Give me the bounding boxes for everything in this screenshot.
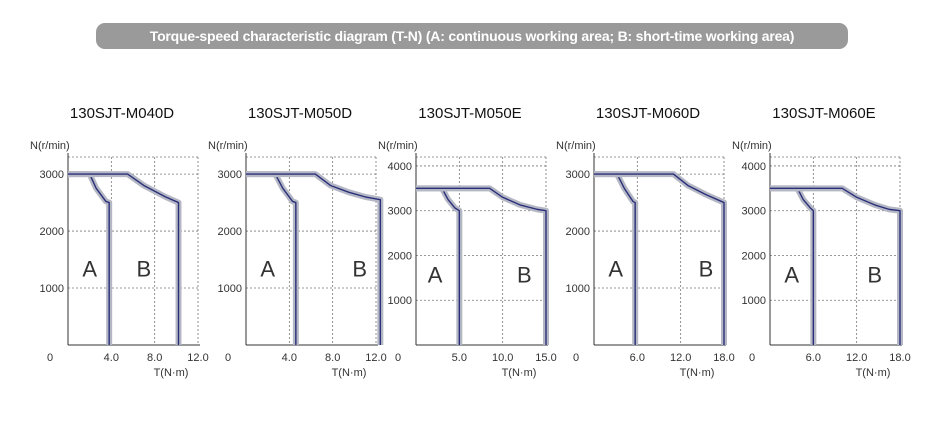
origin-label: 0: [47, 352, 53, 364]
x-tick-label: 18.0: [713, 352, 734, 364]
chart-panel-2: 130SJT-M050D N(r/min) 1000 2000 3000 4.0 8.0 1…: [208, 100, 392, 400]
x-axis-label: T(N·m): [680, 367, 715, 379]
x-tick-label: 8.0: [325, 352, 340, 364]
region-a-label: A: [82, 257, 97, 282]
region-a-label: A: [784, 262, 799, 287]
y-axis-label: N(r/min): [30, 140, 70, 152]
x-tick-label: 5.0: [452, 352, 467, 364]
origin-label: 0: [749, 352, 755, 364]
region-b-label: B: [517, 262, 532, 287]
x-tick-label: 6.0: [806, 352, 821, 364]
chart-title: 130SJT-M040D: [69, 105, 175, 122]
curve-line-b: [68, 173, 180, 345]
curve-line-b: [770, 187, 901, 345]
origin-label: 0: [395, 352, 401, 364]
x-axis-label: T(N·m): [154, 367, 189, 379]
region-b-label: B: [136, 257, 151, 282]
y-tick-label: 1000: [40, 283, 64, 295]
chart-svg: N(r/min) 1000 2000 3000 4000 5.0 10.0 15.0 0 T(N·…: [378, 140, 557, 379]
x-tick-label: 6.0: [630, 352, 645, 364]
chart-svg: N(r/min) 1000 2000 3000 4.0 8.0 12.0 0 T(N·m) A B: [208, 140, 387, 379]
y-tick-label: 3000: [566, 169, 590, 181]
y-tick-label: 4000: [388, 161, 412, 173]
x-tick-label: 4.0: [282, 352, 297, 364]
x-tick-label: 12.0: [670, 352, 691, 364]
y-tick-label: 1000: [742, 295, 766, 307]
y-tick-label: 2000: [566, 226, 590, 238]
chart-panel-1: 130SJT-M040D N(r/min) 1000 2000 3000 4.0 8.0 1…: [30, 100, 214, 400]
curve-line-b: [246, 173, 382, 345]
region-b-label: B: [699, 257, 714, 282]
chart-panel-3: 130SJT-M050E N(r/min) 1000 2000 3000 4000 5.0…: [378, 100, 562, 400]
curve-line-b: [594, 173, 725, 345]
y-tick-label: 2000: [218, 226, 242, 238]
x-tick-label: 12.0: [187, 352, 208, 364]
y-tick-label: 4000: [742, 161, 766, 173]
chart-panel-4: 130SJT-M060D N(r/min) 1000 2000 3000 6.0 12.0…: [556, 100, 740, 400]
y-tick-label: 3000: [388, 206, 412, 218]
curve-line-b: [416, 187, 547, 345]
y-axis-label: N(r/min): [208, 140, 248, 152]
y-tick-label: 3000: [40, 169, 64, 181]
y-tick-label: 2000: [40, 226, 64, 238]
y-axis-label: N(r/min): [556, 140, 596, 152]
x-tick-label: 18.0: [889, 352, 910, 364]
chart-title: 130SJT-M060D: [595, 105, 701, 122]
chart-svg: N(r/min) 1000 2000 3000 4000 6.0 12.0 18.0 0 T(N·…: [732, 140, 911, 379]
x-tick-label: 12.0: [846, 352, 867, 364]
x-tick-label: 12.0: [365, 352, 386, 364]
chart-title: 130SJT-M050E: [418, 105, 522, 122]
y-tick-label: 3000: [218, 169, 242, 181]
region-a-label: A: [608, 257, 623, 282]
x-tick-label: 8.0: [147, 352, 162, 364]
chart-title: 130SJT-M060E: [772, 105, 876, 122]
chart-svg: N(r/min) 1000 2000 3000 4.0 8.0 12.0 0 T(N·m) A B: [30, 140, 209, 379]
region-b-label: B: [352, 257, 367, 282]
y-tick-label: 3000: [742, 206, 766, 218]
chart-svg: N(r/min) 1000 2000 3000 6.0 12.0 18.0 0 T(N·m) A B: [556, 140, 735, 379]
page-title-banner: Torque-speed characteristic diagram (T-N…: [96, 23, 848, 49]
x-tick-label: 15.0: [535, 352, 556, 364]
region-a-label: A: [260, 257, 275, 282]
chart-title: 130SJT-M050D: [247, 105, 353, 122]
y-axis-label: N(r/min): [378, 140, 418, 152]
x-axis-label: T(N·m): [856, 367, 891, 379]
y-tick-label: 1000: [218, 283, 242, 295]
y-axis-label: N(r/min): [732, 140, 772, 152]
origin-label: 0: [573, 352, 579, 364]
x-tick-label: 4.0: [104, 352, 119, 364]
y-tick-label: 2000: [742, 250, 766, 262]
region-a-label: A: [428, 262, 443, 287]
chart-panel-5: 130SJT-M060E N(r/min) 1000 2000 3000 4000 6.0…: [732, 100, 916, 400]
y-tick-label: 1000: [388, 295, 412, 307]
x-tick-label: 10.0: [492, 352, 513, 364]
origin-label: 0: [225, 352, 231, 364]
region-b-label: B: [867, 262, 882, 287]
x-axis-label: T(N·m): [502, 367, 537, 379]
page-title: Torque-speed characteristic diagram (T-N…: [149, 28, 795, 44]
x-axis-label: T(N·m): [332, 367, 367, 379]
y-tick-label: 1000: [566, 283, 590, 295]
y-tick-label: 2000: [388, 250, 412, 262]
